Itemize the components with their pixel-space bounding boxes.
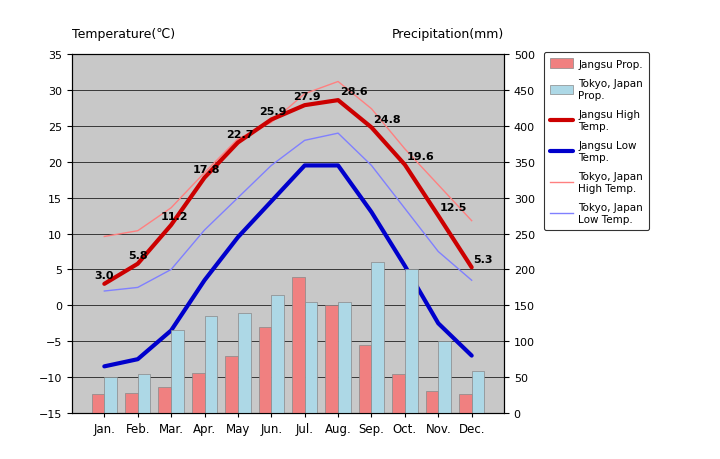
Bar (359, 345, 372, 413)
Text: 25.9: 25.9 (260, 106, 287, 117)
Text: Temperature(℃): Temperature(℃) (72, 28, 175, 41)
Text: 19.6: 19.6 (407, 151, 434, 162)
Bar (125, 393, 138, 413)
Bar (405, 270, 418, 413)
Bar (271, 295, 284, 413)
Text: 3.0: 3.0 (94, 270, 114, 280)
Bar (305, 302, 318, 413)
Text: 27.9: 27.9 (293, 92, 320, 102)
Text: 11.2: 11.2 (161, 212, 189, 222)
Bar (192, 373, 204, 413)
Legend: Jangsu Prop., Tokyo, Japan
Prop., Jangsu High
Temp., Jangsu Low
Temp., Tokyo, Ja: Jangsu Prop., Tokyo, Japan Prop., Jangsu… (544, 53, 649, 230)
Text: 24.8: 24.8 (373, 114, 401, 124)
Bar (238, 313, 251, 413)
Text: Precipitation(mm): Precipitation(mm) (392, 28, 504, 41)
Bar (171, 331, 184, 413)
Bar (292, 277, 305, 413)
Bar (459, 394, 472, 413)
Bar (338, 302, 351, 413)
Bar (472, 372, 485, 413)
Text: 12.5: 12.5 (440, 202, 467, 213)
Bar (325, 306, 338, 413)
Bar (438, 341, 451, 413)
Text: 28.6: 28.6 (340, 87, 367, 97)
Bar (258, 327, 271, 413)
Bar (91, 394, 104, 413)
Bar (225, 356, 238, 413)
Text: 22.7: 22.7 (226, 129, 253, 140)
Bar (204, 316, 217, 413)
Bar (138, 374, 150, 413)
Text: 5.8: 5.8 (127, 251, 148, 260)
Bar (104, 377, 117, 413)
Bar (426, 392, 438, 413)
Bar (158, 387, 171, 413)
Text: 5.3: 5.3 (473, 254, 493, 264)
Bar (372, 263, 384, 413)
Bar (392, 374, 405, 413)
Text: 17.8: 17.8 (193, 164, 220, 174)
